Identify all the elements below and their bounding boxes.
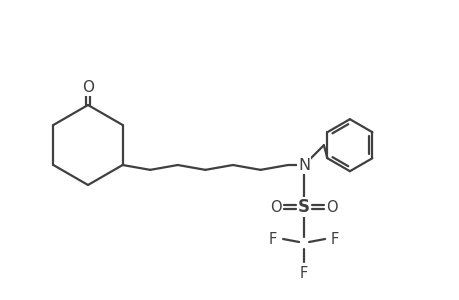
Text: O: O xyxy=(325,200,337,214)
Text: N: N xyxy=(297,158,309,172)
Text: F: F xyxy=(330,232,338,247)
Text: S: S xyxy=(297,198,309,216)
Text: F: F xyxy=(269,232,277,247)
Text: O: O xyxy=(270,200,281,214)
Text: O: O xyxy=(82,80,94,94)
Text: F: F xyxy=(299,266,308,280)
